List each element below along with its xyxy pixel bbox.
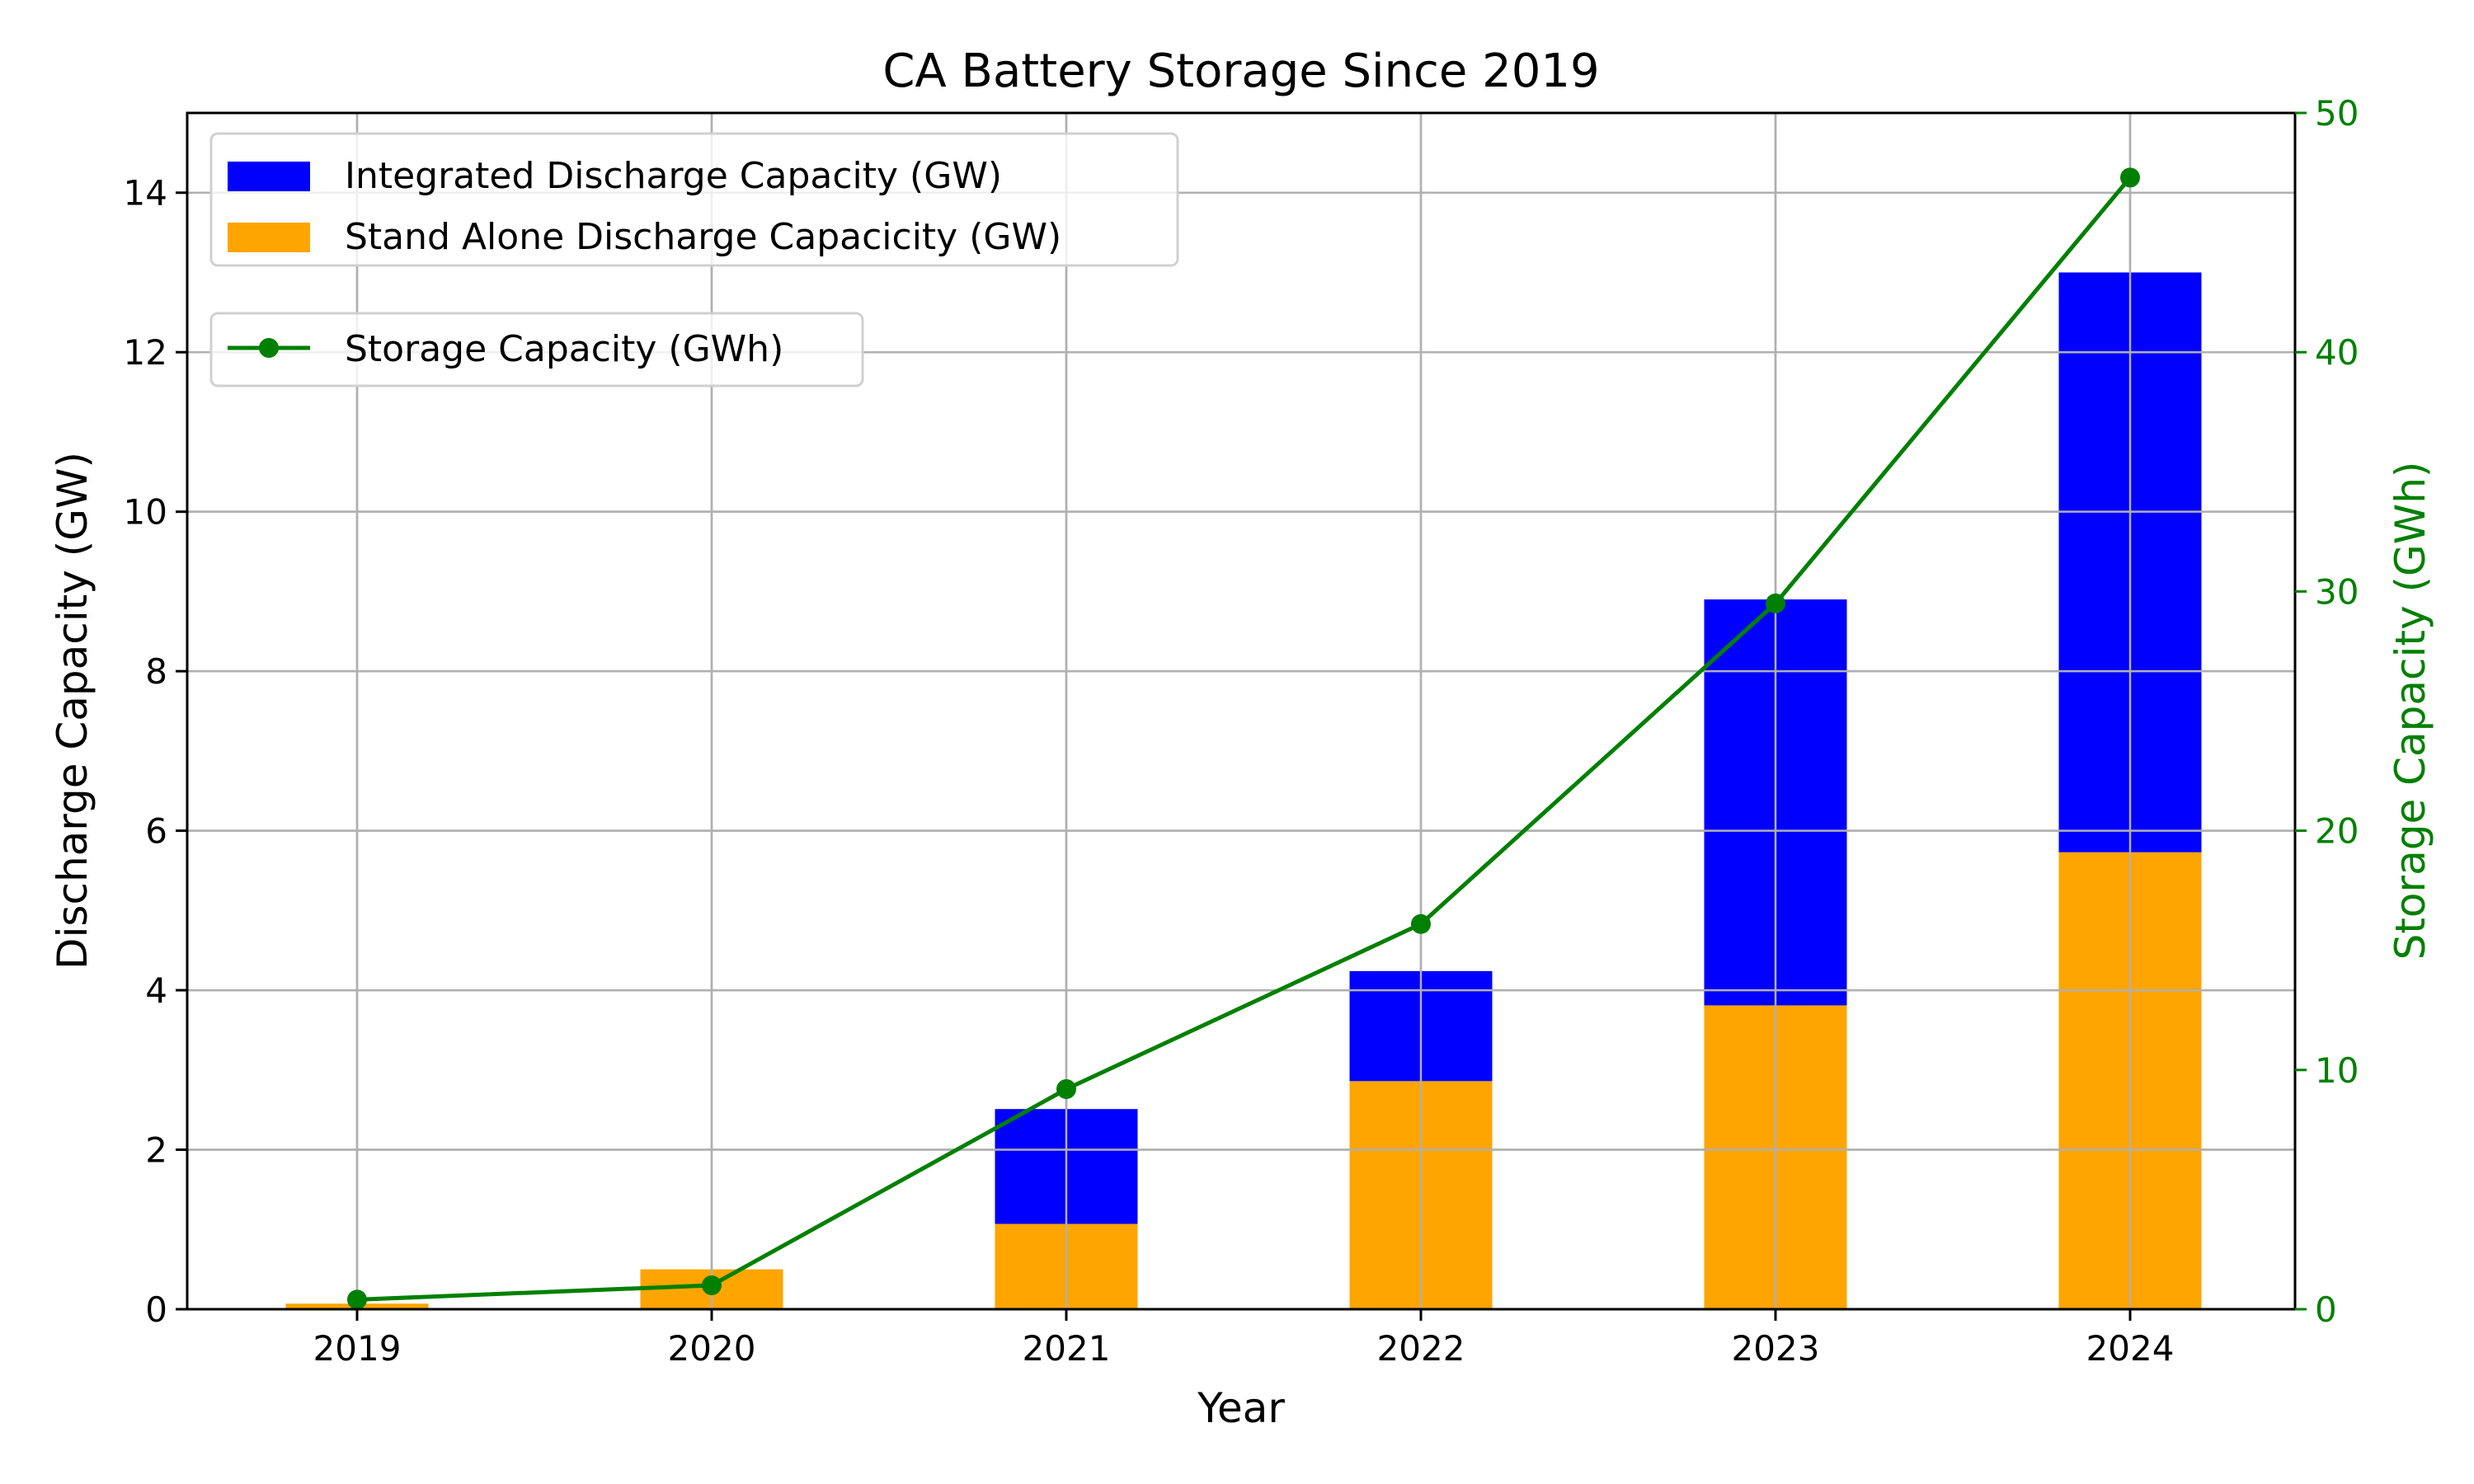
y-tick-label-left: 14 [124,173,167,214]
y-axis-label-right: Storage Capacity (GWh) [2387,462,2434,960]
y-tick-label-right: 20 [2315,811,2359,852]
chart-title: CA Battery Storage Since 2019 [882,45,1599,98]
y-tick-label-right: 40 [2315,332,2359,373]
y-tick-label-left: 6 [145,811,167,852]
x-tick-label: 2022 [1377,1328,1465,1369]
legend-box [209,312,864,387]
storage-point-2024 [2120,167,2140,188]
x-tick-label: 2021 [1023,1328,1111,1369]
legend-swatch [228,223,310,252]
x-tick-label: 2020 [668,1328,756,1369]
y-tick-label-left: 12 [124,332,167,373]
legend-box [209,132,1179,267]
y-tick-label-right: 30 [2315,571,2359,612]
legend-label: Integrated Discharge Capacity (GW) [345,155,1002,197]
y-tick-label-left: 0 [145,1289,167,1330]
y-tick-label-left: 10 [124,492,167,533]
y-tick-label-left: 2 [145,1130,167,1171]
legend-storage: Storage Capacity (GWh) [209,312,864,387]
storage-point-2019 [347,1289,367,1310]
y-axis-label-left: Discharge Capacity (GW) [49,452,96,970]
grid [187,113,2295,1311]
storage-line-series [347,167,2140,1310]
x-tick-label: 2019 [313,1328,402,1369]
y-tick-label-right: 10 [2315,1050,2359,1091]
storage-point-2023 [1766,593,1785,613]
x-tick-label: 2023 [1732,1328,1820,1369]
plot-frame [186,111,2297,1311]
legend-label: Storage Capacity (GWh) [345,328,783,370]
storage-point-2021 [1056,1079,1076,1100]
axes: 2019 2020 2021 2022 2023 2024 0 2 4 6 8 10 12 14 0 10 20… [124,93,2359,1369]
storage-point-2020 [702,1275,722,1295]
storage-line [356,176,2132,1302]
y-tick-label-right: 0 [2315,1289,2337,1330]
legend-label: Stand Alone Discharge Capacicity (GW) [345,216,1061,258]
legend-discharge: Integrated Discharge Capacity (GW) Stand … [209,132,1179,267]
bars [187,113,2295,1311]
y-tick-label-right: 50 [2315,93,2359,134]
y-tick-label-left: 8 [145,651,167,692]
legend-swatch [228,162,310,191]
x-tick-label: 2024 [2086,1328,2175,1369]
x-axis-label: Year [1197,1384,1285,1432]
legend-marker-icon [259,338,279,358]
storage-point-2022 [1411,913,1431,934]
y-tick-label-left: 4 [145,970,167,1011]
